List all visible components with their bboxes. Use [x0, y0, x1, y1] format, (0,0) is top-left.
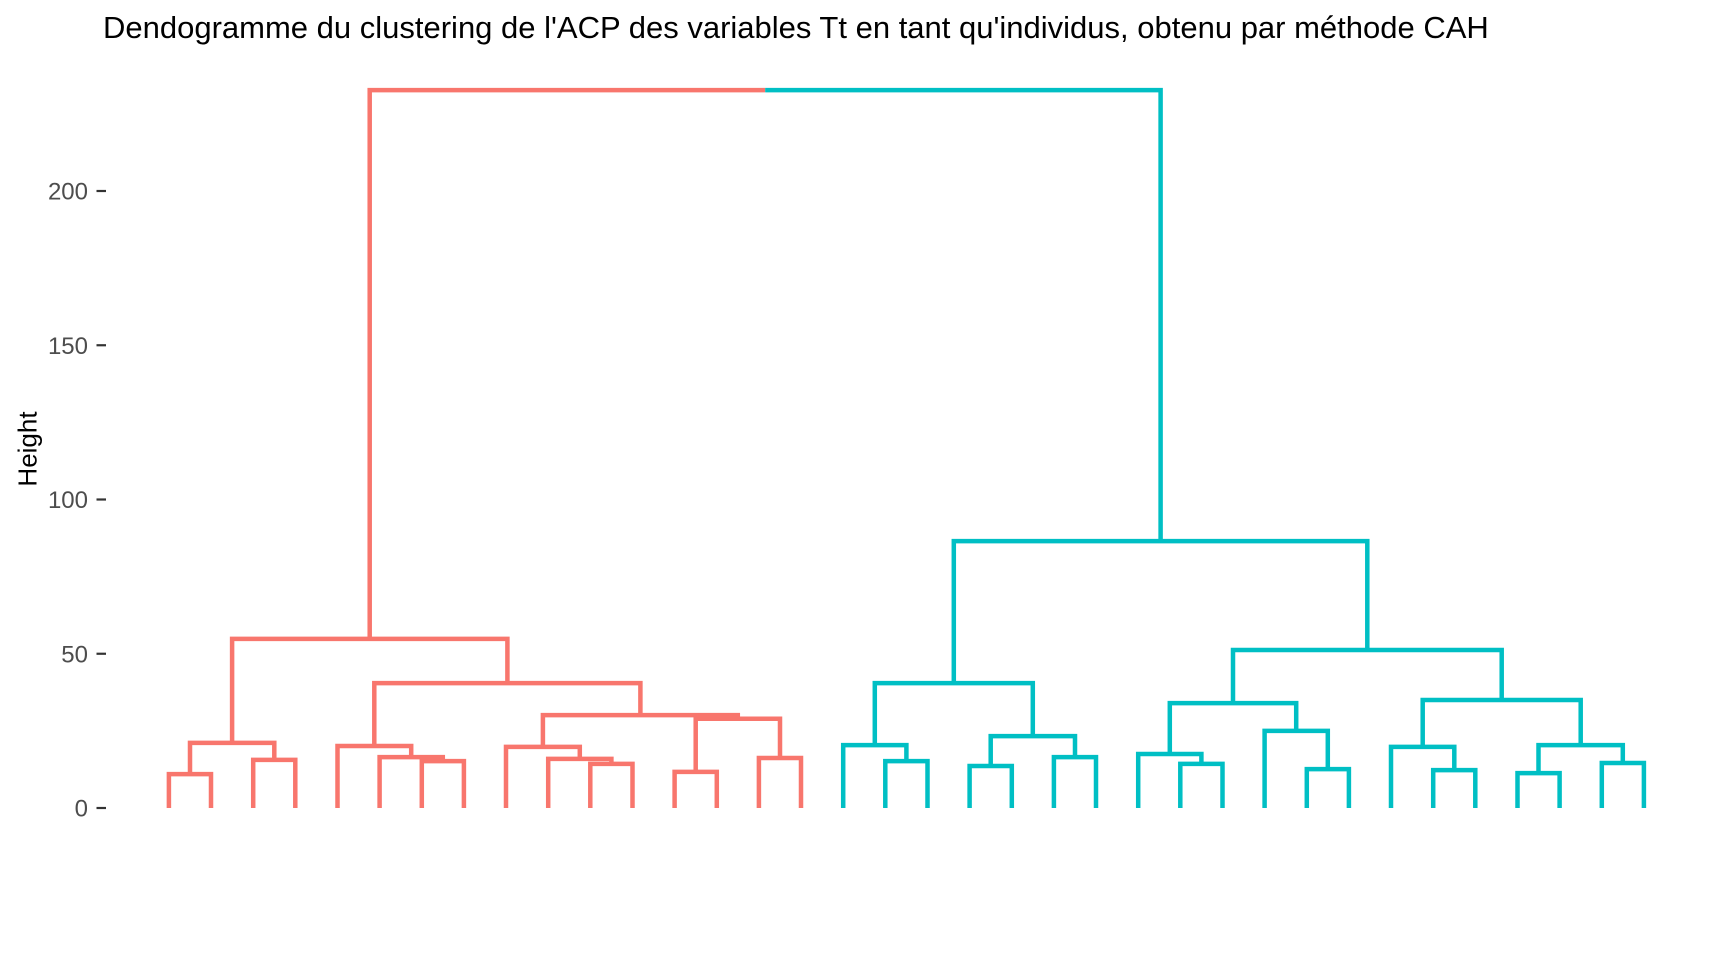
y-tick-label: 50: [61, 641, 88, 668]
y-tick-label: 0: [75, 796, 88, 823]
dendrogram-cluster-2-teal: [840, 538, 1647, 808]
root-link-right: [765, 87, 1163, 542]
y-tick-label: 150: [48, 333, 88, 360]
y-tick-label: 100: [48, 487, 88, 514]
y-tick-label: 200: [48, 179, 88, 206]
root-link-left: [367, 87, 766, 639]
chart-title: Dendogramme du clustering de l'ACP des v…: [103, 10, 1489, 45]
dendrogram-cluster-1-red: [166, 636, 804, 808]
